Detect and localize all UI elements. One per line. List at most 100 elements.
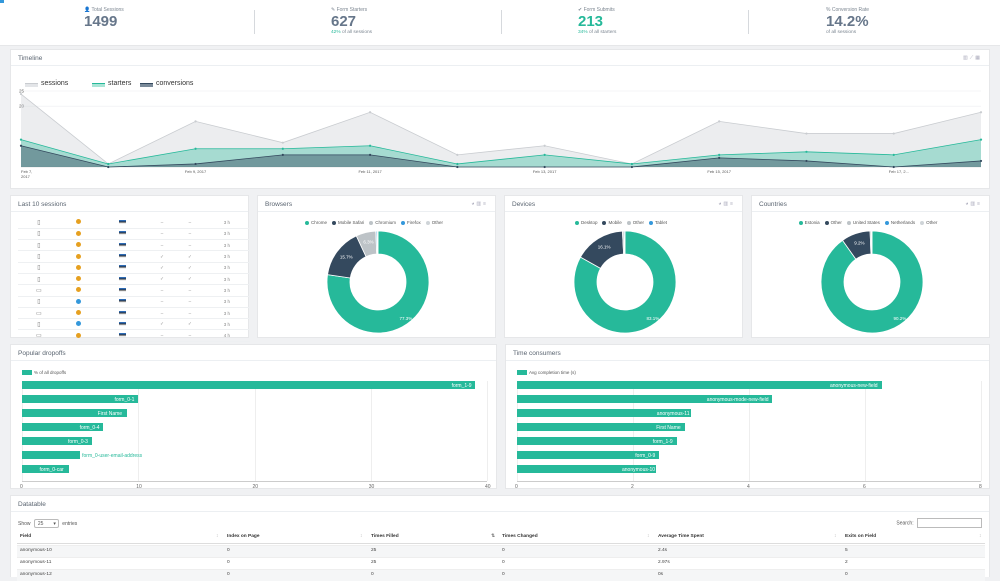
legend-swatch [847, 221, 851, 225]
table-row[interactable]: ▭––3 h [18, 307, 250, 318]
dash-icon: – [189, 311, 192, 316]
data-point[interactable] [194, 163, 196, 165]
table-icon[interactable]: ≡ [483, 201, 488, 207]
data-point[interactable] [631, 166, 633, 168]
legend-item[interactable]: Other [627, 220, 644, 225]
table-row[interactable]: ▭––4 h [18, 330, 250, 341]
data-point[interactable] [282, 154, 284, 156]
slice-label: 83.1% [647, 316, 660, 321]
sort-icon[interactable]: ↕ [979, 533, 982, 539]
legend-item[interactable]: Other [426, 220, 443, 225]
table-row[interactable]: ▯✓✓3 h [18, 262, 250, 273]
data-point[interactable] [893, 132, 895, 134]
data-point[interactable] [718, 157, 720, 159]
data-point[interactable] [107, 163, 109, 165]
legend-item[interactable]: Desktop [575, 220, 598, 225]
data-point[interactable] [456, 166, 458, 168]
legend-item[interactable]: Mobile [602, 220, 621, 225]
sort-icon[interactable]: ⇅ [491, 533, 495, 539]
table-row[interactable]: ▯––3 h [18, 240, 250, 251]
panel-title: Time consumers [513, 350, 561, 357]
bar[interactable] [22, 381, 475, 389]
legend-item[interactable]: Mobile Safari [332, 220, 364, 225]
data-point[interactable] [20, 139, 22, 141]
data-point[interactable] [107, 166, 109, 168]
data-point[interactable] [805, 160, 807, 162]
column-header[interactable]: Average Time Spent [658, 534, 704, 539]
table-row[interactable]: ▯––3 h [18, 296, 250, 307]
data-point[interactable] [805, 151, 807, 153]
column-header[interactable]: Times Changed [502, 534, 538, 539]
legend-item[interactable]: Chromium [369, 220, 396, 225]
table-icon[interactable]: ▦ [975, 55, 982, 61]
column-header[interactable]: Index on Page [227, 534, 260, 539]
search-input[interactable] [917, 518, 982, 528]
data-point[interactable] [544, 154, 546, 156]
bar[interactable] [517, 381, 882, 389]
data-point[interactable] [282, 148, 284, 150]
check-icon: ✓ [188, 254, 192, 259]
data-point[interactable] [456, 163, 458, 165]
data-point[interactable] [282, 142, 284, 144]
data-point[interactable] [893, 166, 895, 168]
legend-item[interactable]: Estonia [799, 220, 820, 225]
sort-icon[interactable]: ↕ [216, 533, 219, 539]
table-row[interactable] [17, 569, 985, 581]
panel-title: Devices [512, 201, 535, 208]
legend-item[interactable]: United States [847, 220, 880, 225]
mobile-icon: ▯ [37, 265, 40, 271]
data-point[interactable] [369, 111, 371, 113]
data-point[interactable] [20, 93, 22, 95]
data-point[interactable] [194, 120, 196, 122]
legend-item[interactable]: Other [825, 220, 842, 225]
bar-chart-icon[interactable]: ▥ [963, 55, 970, 61]
data-point[interactable] [805, 132, 807, 134]
legend-item[interactable]: Netherlands [885, 220, 915, 225]
table-row[interactable]: ▯––3 h [18, 228, 250, 239]
data-point[interactable] [369, 154, 371, 156]
page-size-select[interactable]: 25 ▾ [34, 519, 59, 528]
donut-slice[interactable] [624, 231, 625, 254]
legend-item[interactable]: Tablet [649, 220, 667, 225]
data-point[interactable] [893, 154, 895, 156]
data-point[interactable] [980, 139, 982, 141]
data-point[interactable] [194, 148, 196, 150]
table-icon[interactable]: ≡ [730, 201, 735, 207]
table-row[interactable] [17, 545, 985, 557]
table-row[interactable]: ▯✓✓3 h [18, 319, 250, 330]
column-header[interactable]: Field [20, 534, 31, 539]
check-icon: ✓ [188, 265, 192, 270]
data-point[interactable] [369, 145, 371, 147]
data-point[interactable] [718, 120, 720, 122]
table-icon[interactable]: ≡ [977, 201, 982, 207]
data-point[interactable] [544, 145, 546, 147]
table-row[interactable]: ▭––3 h [18, 285, 250, 296]
x-tick-label: Feb 15, 2017 [707, 169, 731, 174]
x-tick-label: Feb 11, 2017 [358, 169, 382, 174]
table-row[interactable]: ▯✓✓3 h [18, 251, 250, 262]
sort-icon[interactable]: ↕ [360, 533, 363, 539]
data-point[interactable] [980, 111, 982, 113]
donut-slice[interactable] [377, 231, 378, 254]
duration: 3 h [224, 299, 230, 304]
data-point[interactable] [980, 160, 982, 162]
data-point[interactable] [631, 163, 633, 165]
data-point[interactable] [20, 145, 22, 147]
bar[interactable] [22, 451, 80, 459]
data-point[interactable] [456, 154, 458, 156]
table-row[interactable]: ▯––3 h [18, 217, 250, 228]
sort-icon[interactable]: ↕ [647, 533, 650, 539]
data-point[interactable] [544, 166, 546, 168]
dropoffs-legend[interactable]: % of all dropoffs [22, 370, 66, 375]
legend-item[interactable]: Other [920, 220, 937, 225]
data-point[interactable] [718, 154, 720, 156]
sort-icon[interactable]: ↕ [834, 533, 837, 539]
column-header[interactable]: Exits on Field [845, 534, 876, 539]
consumers-legend[interactable]: Avg completion time (s) [517, 370, 576, 375]
table-row[interactable] [17, 557, 985, 569]
legend-item[interactable]: Chrome [305, 220, 327, 225]
slice-label: 15.7% [340, 254, 353, 259]
column-header[interactable]: Times Filled [371, 534, 399, 539]
table-row[interactable]: ▯✓✓3 h [18, 273, 250, 284]
legend-item[interactable]: Firefox [401, 220, 421, 225]
